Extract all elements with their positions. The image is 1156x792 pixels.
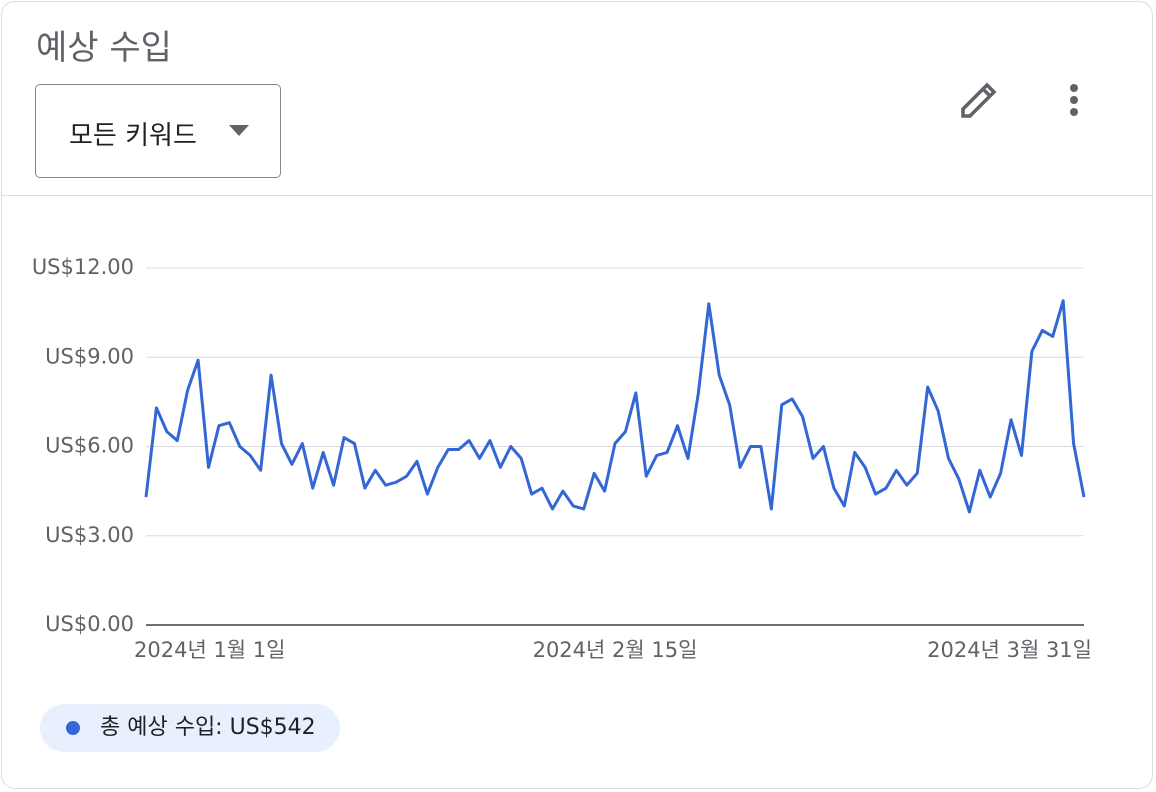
x-tick-label: 2024년 3월 31일 xyxy=(927,638,1092,662)
chart: US$0.00 US$3.00 US$6.00 US$9.00 US$12.00 2024… xyxy=(32,255,1092,662)
dropdown[interactable]: 모든 키워드 xyxy=(35,84,281,178)
legend-dot xyxy=(66,721,80,735)
edit-icon[interactable] xyxy=(957,82,1001,122)
y-tick-label: US$6.00 xyxy=(45,434,134,458)
y-tick-label: US$0.00 xyxy=(45,612,134,636)
divider xyxy=(2,195,1152,196)
more-icon[interactable] xyxy=(1062,82,1086,122)
y-tick-label: US$12.00 xyxy=(32,255,134,279)
y-tick-label: US$9.00 xyxy=(45,344,134,368)
legend-label: 총 예상 수입: US$542 xyxy=(100,715,316,740)
legend: 총 예상 수입: US$542 xyxy=(40,704,340,752)
dropdown-label: 모든 키워드 xyxy=(69,121,197,151)
line xyxy=(144,299,1086,514)
card-title: 예상 수입 xyxy=(36,28,172,68)
dropdown-arrow xyxy=(229,125,249,136)
x-tick-label: 2024년 1월 1일 xyxy=(134,638,285,662)
y-tick-label: US$3.00 xyxy=(45,523,134,547)
x-tick-label: 2024년 2월 15일 xyxy=(533,638,698,662)
